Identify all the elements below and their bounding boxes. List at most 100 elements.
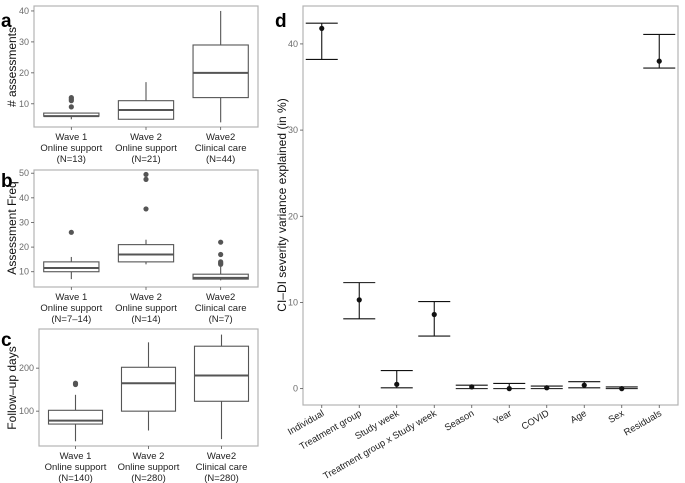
outlier-point bbox=[68, 104, 74, 110]
y-tick-label: 30 bbox=[19, 37, 29, 47]
y-axis-title: # assessments bbox=[5, 27, 19, 107]
box-iqr bbox=[47, 409, 104, 425]
y-tick-label: 100 bbox=[19, 406, 34, 416]
outlier-point bbox=[143, 171, 149, 178]
box-2 bbox=[117, 171, 175, 265]
plot-frame bbox=[302, 5, 679, 406]
x-tick-label: Year bbox=[492, 408, 514, 427]
x-tick-label: Online support bbox=[45, 462, 107, 473]
x-tick-label: Online support bbox=[40, 303, 102, 314]
outlier-point bbox=[143, 176, 149, 182]
box-iqr bbox=[117, 244, 175, 263]
box-1 bbox=[47, 380, 104, 442]
box-3 bbox=[192, 239, 249, 281]
errorbar-5 bbox=[455, 384, 488, 390]
y-tick-label: 40 bbox=[288, 39, 298, 49]
y-tick-label: 10 bbox=[288, 297, 298, 307]
x-tick-label: (N=21) bbox=[131, 154, 160, 165]
x-tick-label: Clinical care bbox=[195, 303, 247, 314]
x-tick-label: (N=140) bbox=[58, 473, 93, 483]
estimate-point bbox=[506, 386, 512, 392]
x-tick-label: Wave 1 bbox=[60, 451, 92, 462]
errorbar-3 bbox=[380, 369, 413, 389]
errorbar-7 bbox=[530, 385, 563, 391]
estimate-point bbox=[656, 58, 662, 64]
y-tick-label: 20 bbox=[288, 211, 298, 221]
panel-label: b bbox=[1, 171, 13, 192]
estimate-point bbox=[319, 25, 325, 32]
panel-d: d CI–DI severity variance explained (in %… bbox=[275, 5, 679, 482]
y-tick-label: 10 bbox=[19, 99, 29, 109]
x-tick-label: Wave 1 bbox=[55, 292, 87, 303]
x-tick-label: (N=13) bbox=[57, 154, 86, 165]
y-tick-label: 40 bbox=[19, 193, 29, 203]
x-tick-label: Online support bbox=[40, 143, 102, 154]
panel-label: c bbox=[1, 330, 12, 351]
x-tick-label: Wave2 bbox=[206, 292, 235, 303]
outlier-point bbox=[68, 229, 74, 235]
box-iqr bbox=[193, 345, 250, 402]
x-tick-label: Online support bbox=[115, 303, 177, 314]
box-iqr bbox=[192, 273, 249, 280]
estimate-point bbox=[581, 382, 587, 388]
box-iqr bbox=[192, 44, 249, 99]
y-tick-label: 30 bbox=[19, 217, 29, 227]
estimate-point bbox=[394, 381, 400, 387]
estimate-point bbox=[544, 385, 550, 391]
x-tick-label: (N=14) bbox=[131, 314, 160, 325]
outlier-point bbox=[218, 239, 224, 245]
y-tick-label: 20 bbox=[19, 68, 29, 78]
errorbar-4 bbox=[418, 301, 451, 337]
box-iqr bbox=[43, 261, 100, 273]
x-tick-label: Wave 2 bbox=[130, 292, 162, 303]
errorbar-10 bbox=[643, 33, 676, 69]
box-3 bbox=[193, 334, 250, 440]
errorbar-8 bbox=[568, 381, 601, 389]
estimate-point bbox=[619, 386, 625, 392]
y-tick-label: 0 bbox=[293, 384, 298, 394]
x-tick-label: (N=7) bbox=[209, 314, 233, 325]
outlier-point bbox=[218, 251, 224, 258]
box-2 bbox=[120, 342, 177, 431]
x-tick-label: Clinical care bbox=[196, 462, 248, 473]
outlier-point bbox=[143, 206, 149, 212]
outlier-point bbox=[68, 95, 74, 101]
y-axis-title: CI–DI severity variance explained (in %) bbox=[275, 98, 289, 311]
y-tick-label: 50 bbox=[19, 168, 29, 178]
box-2 bbox=[117, 82, 175, 120]
x-tick-label: Wave 2 bbox=[130, 132, 162, 143]
x-tick-label: Clinical care bbox=[195, 143, 247, 154]
x-tick-label: Season bbox=[443, 408, 476, 434]
x-tick-label: Age bbox=[569, 408, 589, 426]
x-tick-label: COVID bbox=[520, 408, 552, 433]
panel-label: d bbox=[275, 11, 287, 32]
errorbar-2 bbox=[343, 282, 376, 320]
outlier-point bbox=[218, 259, 224, 265]
y-tick-label: 30 bbox=[288, 125, 298, 135]
x-tick-label: Wave 1 bbox=[55, 132, 87, 143]
y-tick-label: 40 bbox=[19, 6, 29, 16]
box-3 bbox=[192, 10, 249, 123]
y-tick-label: 200 bbox=[19, 363, 34, 373]
errorbar-6 bbox=[493, 382, 526, 392]
x-tick-label: (N=280) bbox=[204, 473, 239, 483]
errorbar-1 bbox=[305, 22, 338, 60]
x-tick-label: Wave2 bbox=[207, 451, 236, 462]
x-tick-label: Online support bbox=[115, 143, 177, 154]
estimate-point bbox=[431, 311, 437, 318]
x-tick-label: (N=280) bbox=[131, 473, 166, 483]
y-axis-title: Assessment Freq bbox=[5, 181, 19, 274]
y-axis-title: Follow–up days bbox=[5, 346, 19, 429]
errorbar-9 bbox=[605, 386, 638, 392]
box-1 bbox=[43, 95, 100, 120]
box-iqr bbox=[120, 366, 177, 412]
estimate-point bbox=[356, 297, 362, 303]
estimate-point bbox=[469, 384, 475, 390]
x-tick-label: Sex bbox=[607, 408, 627, 426]
x-tick-label: Residuals bbox=[622, 408, 664, 439]
box-1 bbox=[43, 229, 100, 280]
